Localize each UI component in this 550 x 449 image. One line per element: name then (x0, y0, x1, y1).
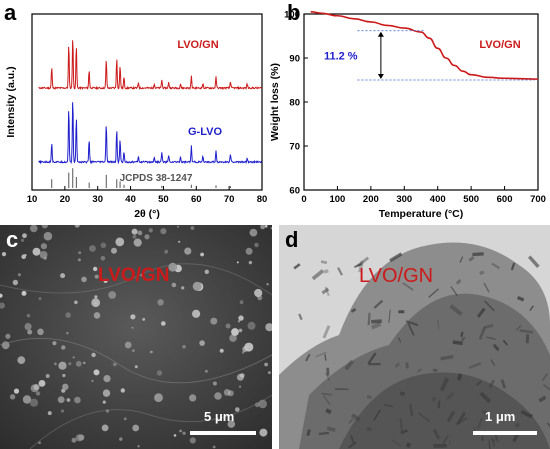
tem-scale-label: 1 μm (485, 409, 516, 424)
xrd-x-tick-label: 10 (27, 194, 38, 205)
tga-series-line (310, 11, 539, 80)
tem-scale-bar (473, 431, 537, 435)
xrd-y-axis-label: Intensity (a.u.) (5, 66, 17, 137)
xrd-plot-frame (31, 13, 263, 191)
tga-weight-loss-annotation: 11.2 % (324, 50, 358, 62)
panel-letter-a: a (4, 0, 17, 25)
tga-x-tick-label: 100 (329, 194, 345, 205)
tga-arrow-head-up (377, 31, 384, 37)
xrd-series-label: G-LVO (188, 126, 222, 138)
xrd-x-tick-label: 80 (257, 194, 268, 205)
panel-letter-d: d (285, 227, 299, 252)
panel-letter-b: b (287, 0, 301, 25)
xrd-series-label: LVO/GN (177, 39, 218, 51)
sem-texture (0, 225, 272, 449)
xrd-series-line (38, 102, 263, 165)
tga-series-label: LVO/GN (479, 39, 520, 51)
tga-chart: 0 100 200 300 400 500 600 700 60 70 80 90 100 Tempera… (269, 10, 546, 221)
tem-sample-label: LVO/GN (359, 265, 434, 287)
xrd-chart: 10 20 30 40 50 60 70 80 2θ (°) Intensity (a.u.) LV… (5, 13, 268, 220)
sem-scale-label: 5 μm (204, 409, 235, 424)
tga-y-axis-label: Weight loss (%) (269, 63, 281, 141)
xrd-x-tick-label: 40 (125, 194, 136, 205)
tga-arrow-head-down (377, 74, 384, 79)
tga-x-tick-label: 0 (301, 194, 306, 205)
xrd-x-tick-label: 50 (158, 194, 169, 205)
sem-image: c LVO/GN 5 μm (0, 225, 272, 449)
xrd-x-tick-label: 70 (224, 194, 235, 205)
tem-texture (279, 225, 550, 449)
xrd-x-tick-label: 30 (92, 194, 103, 205)
tga-y-tick-label: 60 (289, 186, 300, 197)
tga-y-tick-label: 100 (284, 10, 300, 21)
tem-image: d LVO/GN 1 μm (279, 225, 550, 449)
tga-x-tick-label: 300 (396, 194, 412, 205)
tga-x-tick-label: 400 (430, 194, 446, 205)
tga-x-tick-label: 500 (463, 194, 479, 205)
xrd-x-tick-label: 20 (60, 194, 71, 205)
tga-y-tick-label: 90 (289, 54, 300, 65)
sem-scale-bar (190, 431, 256, 435)
tga-x-axis-label: Temperature (°C) (379, 208, 464, 220)
xrd-x-tick-label: 60 (191, 194, 202, 205)
xrd-x-axis-label: 2θ (°) (134, 208, 160, 220)
tga-x-tick-label: 700 (530, 194, 546, 205)
tga-y-tick-label: 80 (289, 98, 300, 109)
sem-sample-label: LVO/GN (98, 265, 170, 286)
tga-y-tick-label: 70 (289, 142, 300, 153)
panel-letter-c: c (6, 227, 19, 252)
xrd-series-label: JCPDS 38-1247 (120, 173, 193, 184)
tga-x-tick-label: 200 (363, 194, 379, 205)
tga-x-tick-label: 600 (497, 194, 513, 205)
xrd-series-line (38, 40, 263, 91)
